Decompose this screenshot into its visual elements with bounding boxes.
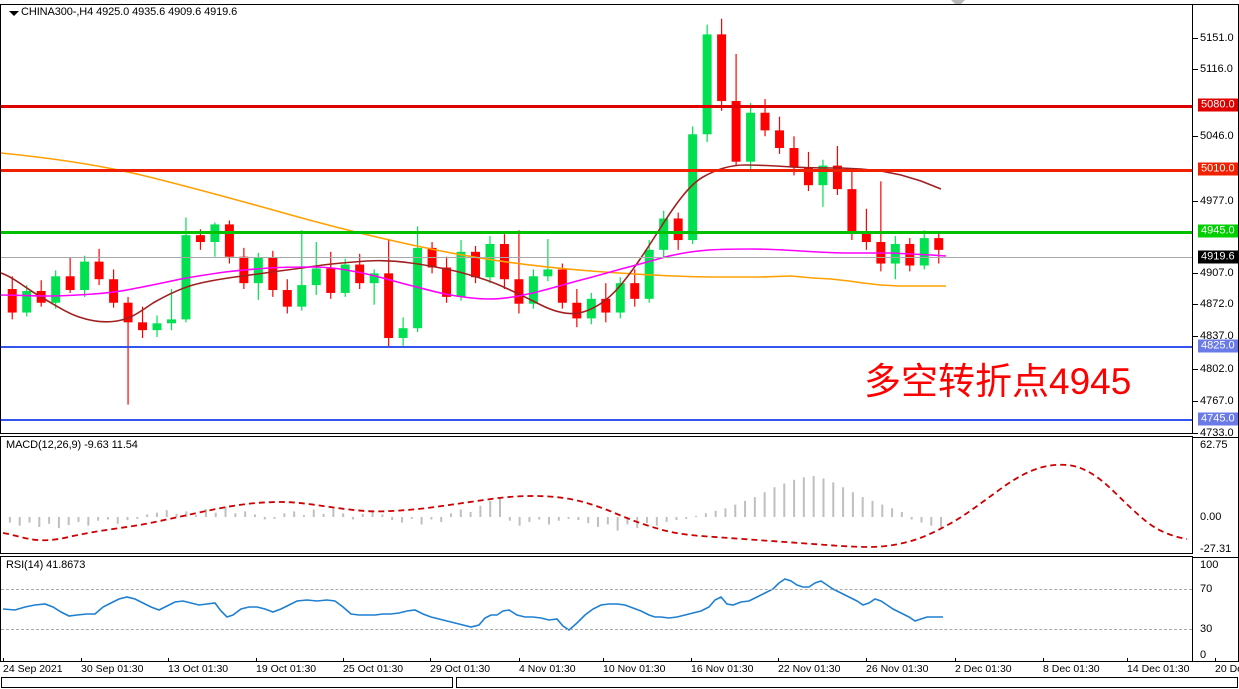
rsi-tick-label: 100 (1200, 559, 1219, 571)
date-axis-label: 20 Dec 01:30 (1215, 663, 1239, 675)
date-axis-tick (430, 658, 431, 662)
rsi-pane[interactable]: RSI(14) 41.8673 (0, 556, 1193, 662)
level-line-4825 (1, 346, 1192, 348)
price-tick-label: 4872.0 (1200, 298, 1234, 310)
date-axis-label: 4 Nov 01:30 (519, 663, 576, 675)
date-axis-label: 25 Oct 01:30 (343, 663, 404, 675)
date-axis: 24 Sep 2021 30 Sep 01:30 13 Oct 01:30 19 Oc… (0, 658, 1239, 676)
candlestick-series (1, 18, 947, 405)
price-tag-5080.0: 5080.0 (1198, 98, 1238, 112)
macd-series (2, 463, 1188, 548)
date-axis-tick (1043, 658, 1044, 662)
macd-label: MACD(12,26,9) -9.63 11.54 (6, 439, 138, 451)
current-price-line (1, 257, 1192, 258)
macd-pane[interactable]: MACD(12,26,9) -9.63 11.54 (0, 436, 1193, 554)
price-tick (1193, 38, 1198, 39)
price-tick (1193, 304, 1198, 305)
date-axis-label: 22 Nov 01:30 (778, 663, 841, 675)
price-tick-label: 5151.0 (1200, 32, 1234, 44)
price-tick-label: 4767.0 (1200, 395, 1234, 407)
date-axis-tick (1215, 658, 1216, 662)
macd-plot-area[interactable]: MACD(12,26,9) -9.63 11.54 (1, 437, 1192, 553)
macd-tick-label: 62.75 (1200, 439, 1228, 451)
price-tick-label: 4837.0 (1200, 330, 1234, 342)
symbol-header-label: CHINA300-,H4 4925.0 4935.6 4909.6 4919.6 (21, 6, 238, 18)
rsi-band-30 (1, 629, 1192, 630)
date-axis-label: 19 Oct 01:30 (256, 663, 317, 675)
date-axis-label: 24 Sep 2021 (3, 663, 63, 675)
rsi-label: RSI(14) 41.8673 (6, 559, 86, 571)
macd-tick-label: -27.31 (1200, 543, 1232, 555)
price-chart-pane[interactable]: CHINA300-,H4 4925.0 4935.6 4909.6 4919.6… (0, 4, 1193, 434)
date-axis-tick (256, 658, 257, 662)
date-axis-tick (81, 658, 82, 662)
chart-horizontal-scrollbar[interactable] (1, 677, 453, 688)
price-tick (1193, 433, 1198, 434)
price-tag-4745.0: 4745.0 (1198, 412, 1238, 426)
date-axis-tick (603, 658, 604, 662)
price-tag-5010.0: 5010.0 (1198, 162, 1238, 176)
price-tag-4825.0: 4825.0 (1198, 339, 1238, 353)
price-tick-label: 4907.0 (1200, 267, 1234, 279)
date-axis-tick (1127, 658, 1128, 662)
price-tag-4919.6: 4919.6 (1198, 250, 1238, 264)
price-tick-label: 5046.0 (1200, 130, 1234, 142)
date-axis-label: 16 Nov 01:30 (691, 663, 754, 675)
rsi-plot-area[interactable]: RSI(14) 41.8673 (1, 557, 1192, 661)
macd-tick-label: 0.00 (1200, 511, 1222, 523)
price-tick (1193, 273, 1198, 274)
rsi-tick-label: 70 (1200, 583, 1213, 595)
date-axis-label: 2 Dec 01:30 (955, 663, 1012, 675)
date-axis-tick (955, 658, 956, 662)
chart-top-marker-icon (951, 0, 965, 7)
price-tick (1193, 136, 1198, 137)
level-line-4945 (1, 231, 1192, 234)
price-tick-label: 5116.0 (1200, 63, 1233, 75)
date-axis-tick (691, 658, 692, 662)
price-tick (1193, 401, 1198, 402)
rsi-series (2, 578, 943, 632)
scrollbar-area[interactable] (0, 677, 1239, 689)
date-axis-label: 13 Oct 01:30 (168, 663, 229, 675)
date-axis-label: 29 Oct 01:30 (430, 663, 491, 675)
scale-separator (1193, 437, 1239, 438)
rsi-tick-label: 0 (1200, 649, 1207, 661)
chevron-down-icon[interactable] (9, 11, 19, 16)
chart-scroll-track[interactable] (456, 677, 1238, 688)
date-axis-tick (343, 658, 344, 662)
price-tick (1193, 69, 1198, 70)
price-tick-label: 4802.0 (1200, 363, 1234, 375)
date-axis-label: 30 Sep 01:30 (81, 663, 144, 675)
date-axis-tick (168, 658, 169, 662)
level-line-4745 (1, 419, 1192, 421)
date-axis-label: 26 Nov 01:30 (866, 663, 929, 675)
date-axis-label: 8 Dec 01:30 (1043, 663, 1100, 675)
price-tick (1193, 336, 1198, 337)
scale-separator (1193, 557, 1239, 558)
price-tick-label: 4733.0 (1200, 427, 1234, 439)
price-tick-label: 4977.0 (1200, 195, 1234, 207)
level-line-5010 (1, 169, 1192, 172)
price-tag-4945.0: 4945.0 (1198, 224, 1238, 238)
date-axis-label: 10 Nov 01:30 (603, 663, 666, 675)
date-axis-tick (866, 658, 867, 662)
date-axis-tick (3, 658, 4, 662)
date-axis-label: 14 Dec 01:30 (1127, 663, 1190, 675)
price-tick (1193, 201, 1198, 202)
date-axis-tick (519, 658, 520, 662)
price-scale[interactable]: 5151.0 5116.0 5046.0 4977.0 4907.0 4872.0 4837… (1193, 4, 1239, 662)
rsi-tick-label: 30 (1200, 623, 1213, 635)
price-plot-area[interactable]: CHINA300-,H4 4925.0 4935.6 4909.6 4919.6… (1, 5, 1192, 433)
rsi-band-70 (1, 589, 1192, 590)
level-line-5080 (1, 105, 1192, 108)
date-axis-tick (778, 658, 779, 662)
chart-annotation-text: 多空转折点4945 (864, 361, 1132, 402)
price-tick (1193, 369, 1198, 370)
